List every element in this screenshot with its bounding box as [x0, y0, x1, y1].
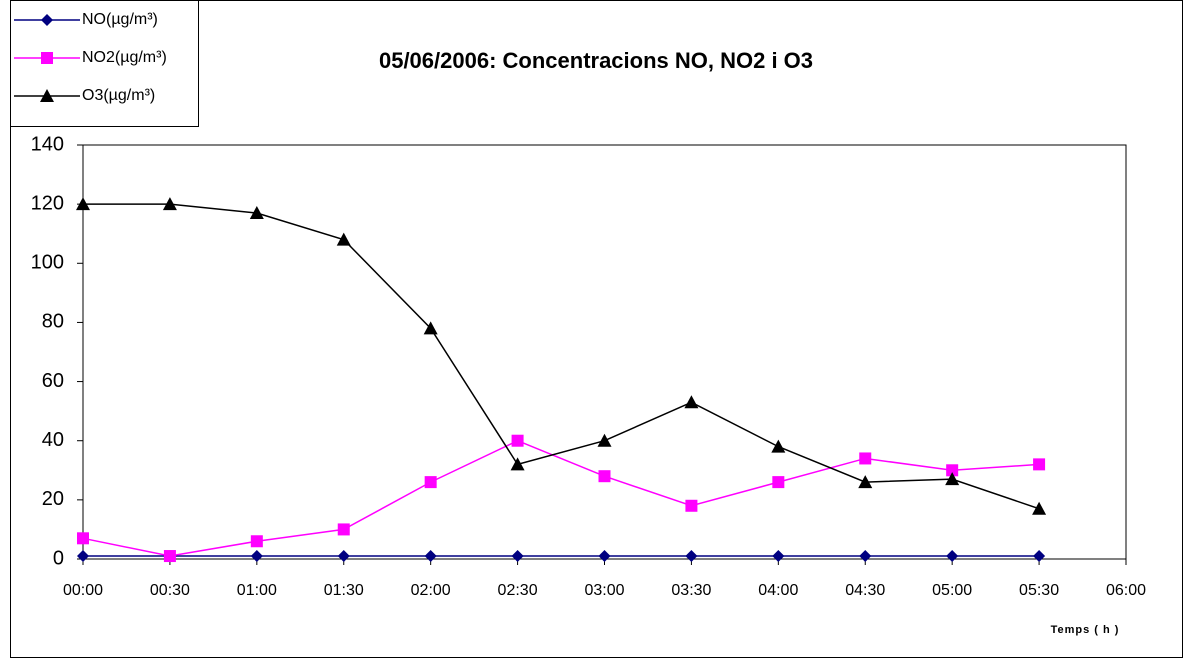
x-tick-label: 05:30	[1019, 582, 1059, 599]
x-tick-label: 01:30	[324, 582, 364, 599]
marker	[598, 470, 611, 483]
x-tick-label: 06:00	[1106, 582, 1146, 599]
series-line	[83, 203, 1040, 510]
marker	[946, 464, 959, 477]
legend-label: NO2(µg/m³)	[82, 49, 167, 66]
marker	[772, 476, 785, 489]
marker	[1033, 458, 1046, 471]
x-tick-label: 05:00	[932, 582, 972, 599]
legend-label: NO(µg/m³)	[82, 11, 158, 28]
plot-area	[82, 144, 1127, 560]
marker	[945, 472, 960, 486]
x-axis-label: Temps ( h )	[1051, 624, 1120, 636]
marker	[163, 550, 176, 563]
x-tick-label: 02:00	[411, 582, 451, 599]
marker	[76, 197, 90, 211]
marker	[1032, 501, 1047, 515]
y-tick-label: 60	[42, 370, 64, 392]
x-tick-label: 04:30	[845, 582, 885, 599]
x-tick-label: 00:30	[150, 582, 190, 599]
marker	[772, 550, 785, 563]
legend-label: O3(µg/m³)	[82, 87, 155, 104]
marker	[685, 550, 698, 563]
marker	[41, 52, 53, 64]
x-tick-label: 04:00	[758, 582, 798, 599]
x-tick-label: 03:30	[671, 582, 711, 599]
y-tick-label: 120	[31, 192, 64, 214]
marker	[511, 550, 524, 563]
y-tick-label: 0	[53, 547, 64, 569]
marker	[424, 550, 437, 563]
marker	[337, 523, 350, 536]
marker	[250, 550, 263, 563]
x-tick-label: 03:00	[584, 582, 624, 599]
marker	[858, 475, 873, 489]
marker	[511, 434, 524, 447]
marker	[1033, 550, 1046, 563]
marker	[597, 433, 612, 447]
chart-title: 05/06/2006: Concentracions NO, NO2 i O3	[379, 48, 813, 73]
y-tick-label: 20	[42, 488, 64, 510]
x-tick-label: 01:00	[237, 582, 277, 599]
y-tick-label: 40	[42, 429, 64, 451]
y-tick-label: 80	[42, 311, 64, 333]
marker	[249, 206, 264, 220]
marker	[510, 457, 525, 471]
marker	[337, 550, 350, 563]
x-tick-label: 02:30	[498, 582, 538, 599]
marker	[859, 452, 872, 465]
marker	[946, 550, 959, 563]
x-tick-label: 00:00	[63, 582, 103, 599]
marker	[423, 321, 438, 335]
marker	[162, 197, 177, 211]
marker	[40, 89, 54, 102]
marker	[598, 550, 611, 563]
marker	[250, 535, 263, 548]
y-tick-label: 100	[31, 252, 64, 274]
series-line	[82, 439, 1040, 557]
marker	[685, 499, 698, 512]
marker	[771, 439, 786, 453]
marker	[77, 550, 89, 563]
marker	[336, 232, 351, 246]
y-tick-label: 140	[31, 133, 64, 155]
marker	[41, 14, 53, 26]
marker	[77, 532, 89, 545]
legend: NO(µg/m³) NO2(µg/m³) O3(µg/m³)	[10, 0, 199, 127]
marker	[684, 395, 699, 409]
marker	[859, 550, 872, 563]
marker	[424, 476, 437, 489]
